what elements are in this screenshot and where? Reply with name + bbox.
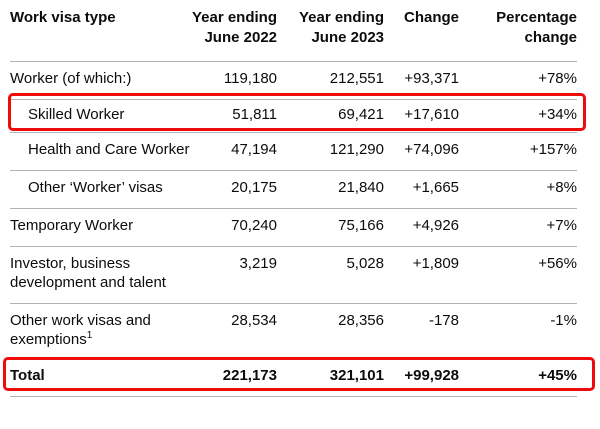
- cell-y2022: 20,175: [231, 179, 277, 196]
- cell-change: +99,928: [404, 367, 459, 384]
- cell-y2023: 21,840: [338, 179, 384, 196]
- cell-pct: +34%: [538, 106, 577, 123]
- cell-change: +93,371: [404, 70, 459, 87]
- row-label: Other ‘Worker’ visas: [28, 179, 163, 196]
- cell-change: +1,809: [412, 255, 459, 272]
- table-row-temporary-worker: Temporary Worker 70,240 75,166 +4,926 +7…: [10, 209, 577, 247]
- cell-y2023: 69,421: [338, 106, 384, 123]
- row-label: Investor, business development and talen…: [10, 255, 166, 291]
- row-label: Worker (of which:): [10, 70, 132, 87]
- cell-y2022: 28,534: [231, 312, 277, 329]
- cell-y2022: 119,180: [223, 70, 277, 87]
- col-header-year-ending-june-2023: Year ending June 2023: [298, 9, 384, 46]
- cell-y2023: 75,166: [338, 217, 384, 234]
- table-header-row: Work visa type Year ending June 2022 Yea…: [10, 0, 577, 62]
- col-header-percentage-change: Percentage change: [496, 9, 577, 46]
- footnote-marker: 1: [86, 330, 93, 341]
- cell-y2022: 70,240: [231, 217, 277, 234]
- row-label: Health and Care Worker: [28, 141, 190, 158]
- row-label: Skilled Worker: [28, 106, 125, 123]
- table-row-other-work-visas-exemptions: Other work visas and exemptions1 28,534 …: [10, 304, 577, 358]
- cell-pct: +8%: [546, 179, 577, 196]
- col-header-work-visa-type: Work visa type: [10, 9, 116, 26]
- row-label: Total: [10, 367, 45, 384]
- cell-y2022: 3,219: [239, 255, 277, 272]
- cell-y2023: 212,551: [329, 70, 384, 87]
- table-row-worker-of-which: Worker (of which:) 119,180 212,551 +93,3…: [10, 62, 577, 100]
- col-header-change: Change: [403, 9, 459, 26]
- cell-y2023: 5,028: [346, 255, 384, 272]
- cell-y2022: 221,173: [222, 367, 277, 384]
- cell-pct: +45%: [538, 367, 577, 384]
- cell-change: +74,096: [404, 141, 459, 158]
- table-row-total: Total 221,173 321,101 +99,928 +45%: [3, 357, 595, 397]
- table-row-health-and-care-worker: Health and Care Worker 47,194 121,290 +7…: [10, 133, 577, 171]
- row-label-text: Other work visas and exemptions: [10, 312, 151, 348]
- row-label: Other work visas and exemptions1: [10, 304, 190, 357]
- work-visa-table: Work visa type Year ending June 2022 Yea…: [3, 0, 595, 397]
- cell-change: -178: [428, 312, 459, 329]
- cell-change: +4,926: [412, 217, 459, 234]
- row-label: Temporary Worker: [10, 217, 134, 234]
- cell-pct: +78%: [538, 70, 577, 87]
- cell-y2022: 51,811: [232, 106, 277, 123]
- table-row-skilled-worker: Skilled Worker 51,811 69,421 +17,610 +34…: [8, 93, 586, 133]
- cell-y2023: 28,356: [338, 312, 384, 329]
- cell-y2023: 321,101: [329, 367, 384, 384]
- col-header-year-ending-june-2022: Year ending June 2022: [191, 9, 277, 46]
- cell-pct: +7%: [546, 217, 577, 234]
- cell-change: +1,665: [412, 179, 459, 196]
- cell-change: +17,610: [404, 106, 459, 123]
- cell-pct: -1%: [550, 312, 577, 329]
- table-row-investor-business-development-talent: Investor, business development and talen…: [10, 247, 577, 304]
- cell-y2023: 121,290: [329, 141, 384, 158]
- cell-pct: +56%: [538, 255, 577, 272]
- table-row-other-worker-visas: Other ‘Worker’ visas 20,175 21,840 +1,66…: [10, 171, 577, 209]
- cell-y2022: 47,194: [231, 141, 277, 158]
- cell-pct: +157%: [529, 141, 577, 158]
